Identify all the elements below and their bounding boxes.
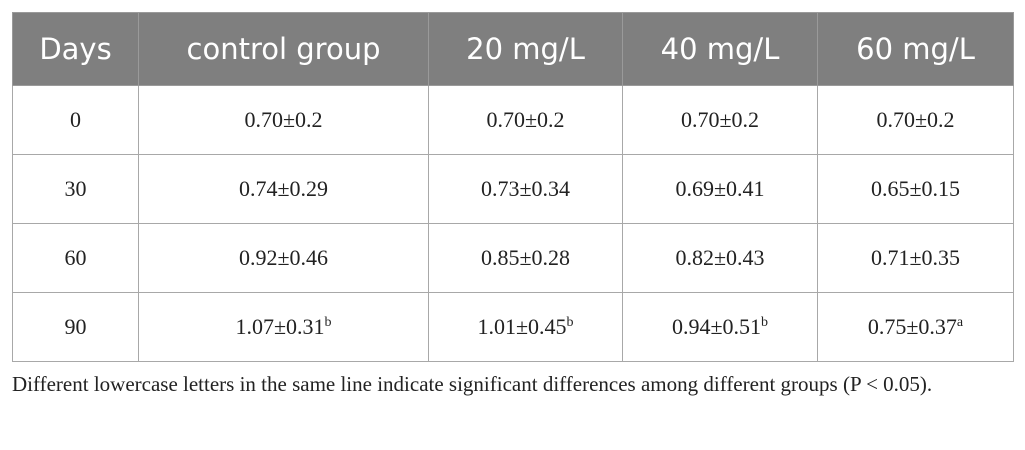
cell-value: 1.01±0.45 [477, 314, 567, 339]
cell-value: 0.94±0.51 [671, 314, 762, 339]
table-cell: 60 [12, 223, 139, 293]
table-row: 30 0.74±0.29 0.73±0.34 0.69±0.41 0.65±0.15 [12, 154, 1014, 224]
cell-value: 0.75±0.37 [867, 314, 957, 339]
header-cell: 20 mg/L [428, 12, 623, 86]
table-cell: 0.85±0.28 [428, 223, 623, 293]
significance-letter: b [566, 315, 574, 330]
table-cell: 0.69±0.41 [622, 154, 818, 224]
table-cell: 0.73±0.34 [428, 154, 623, 224]
table-row: 90 1.07±0.31b 1.01±0.45b 0.94±0.51b 0.75±0.3… [12, 292, 1014, 362]
header-cell: Days [12, 12, 139, 86]
table-cell: 0.71±0.35 [817, 223, 1014, 293]
table-cell: 90 [12, 292, 139, 362]
table-cell: 0.70±0.2 [138, 85, 429, 155]
significance-letter: a [956, 315, 964, 330]
footnote: Different lowercase letters in the same … [12, 372, 933, 396]
table-cell: 0.75±0.37a [817, 292, 1014, 362]
table-cell: 0.70±0.2 [817, 85, 1014, 155]
table-cell: 0 [12, 85, 139, 155]
table-cell: 0.70±0.2 [428, 85, 623, 155]
significance-letter: b [324, 315, 332, 330]
cell-value: 1.07±0.31 [235, 314, 325, 339]
table-row: 60 0.92±0.46 0.85±0.28 0.82±0.43 0.71±0.35 [12, 223, 1014, 293]
table-cell: 0.94±0.51b [622, 292, 818, 362]
header-cell: control group [138, 12, 429, 86]
table-container: Days control group 20 mg/L 40 mg/L 60 mg/L 0… [12, 12, 1014, 362]
table-cell: 0.92±0.46 [138, 223, 429, 293]
table-cell: 0.70±0.2 [622, 85, 818, 155]
table-cell: 1.01±0.45b [428, 292, 623, 362]
table-cell: 0.74±0.29 [138, 154, 429, 224]
table-cell: 30 [12, 154, 139, 224]
table-cell: 0.82±0.43 [622, 223, 818, 293]
table-body: 0 0.70±0.2 0.70±0.2 0.70±0.2 0.70±0.2 30 0.74±… [12, 85, 1014, 362]
significance-letter: b [761, 315, 769, 330]
header-cell: 60 mg/L [817, 12, 1014, 86]
table-row: 0 0.70±0.2 0.70±0.2 0.70±0.2 0.70±0.2 [12, 85, 1014, 155]
header-row: Days control group 20 mg/L 40 mg/L 60 mg/L [12, 12, 1014, 86]
header-cell: 40 mg/L [622, 12, 818, 86]
table-cell: 1.07±0.31b [138, 292, 429, 362]
data-table: Days control group 20 mg/L 40 mg/L 60 mg/L 0… [12, 12, 1014, 362]
table-cell: 0.65±0.15 [817, 154, 1014, 224]
